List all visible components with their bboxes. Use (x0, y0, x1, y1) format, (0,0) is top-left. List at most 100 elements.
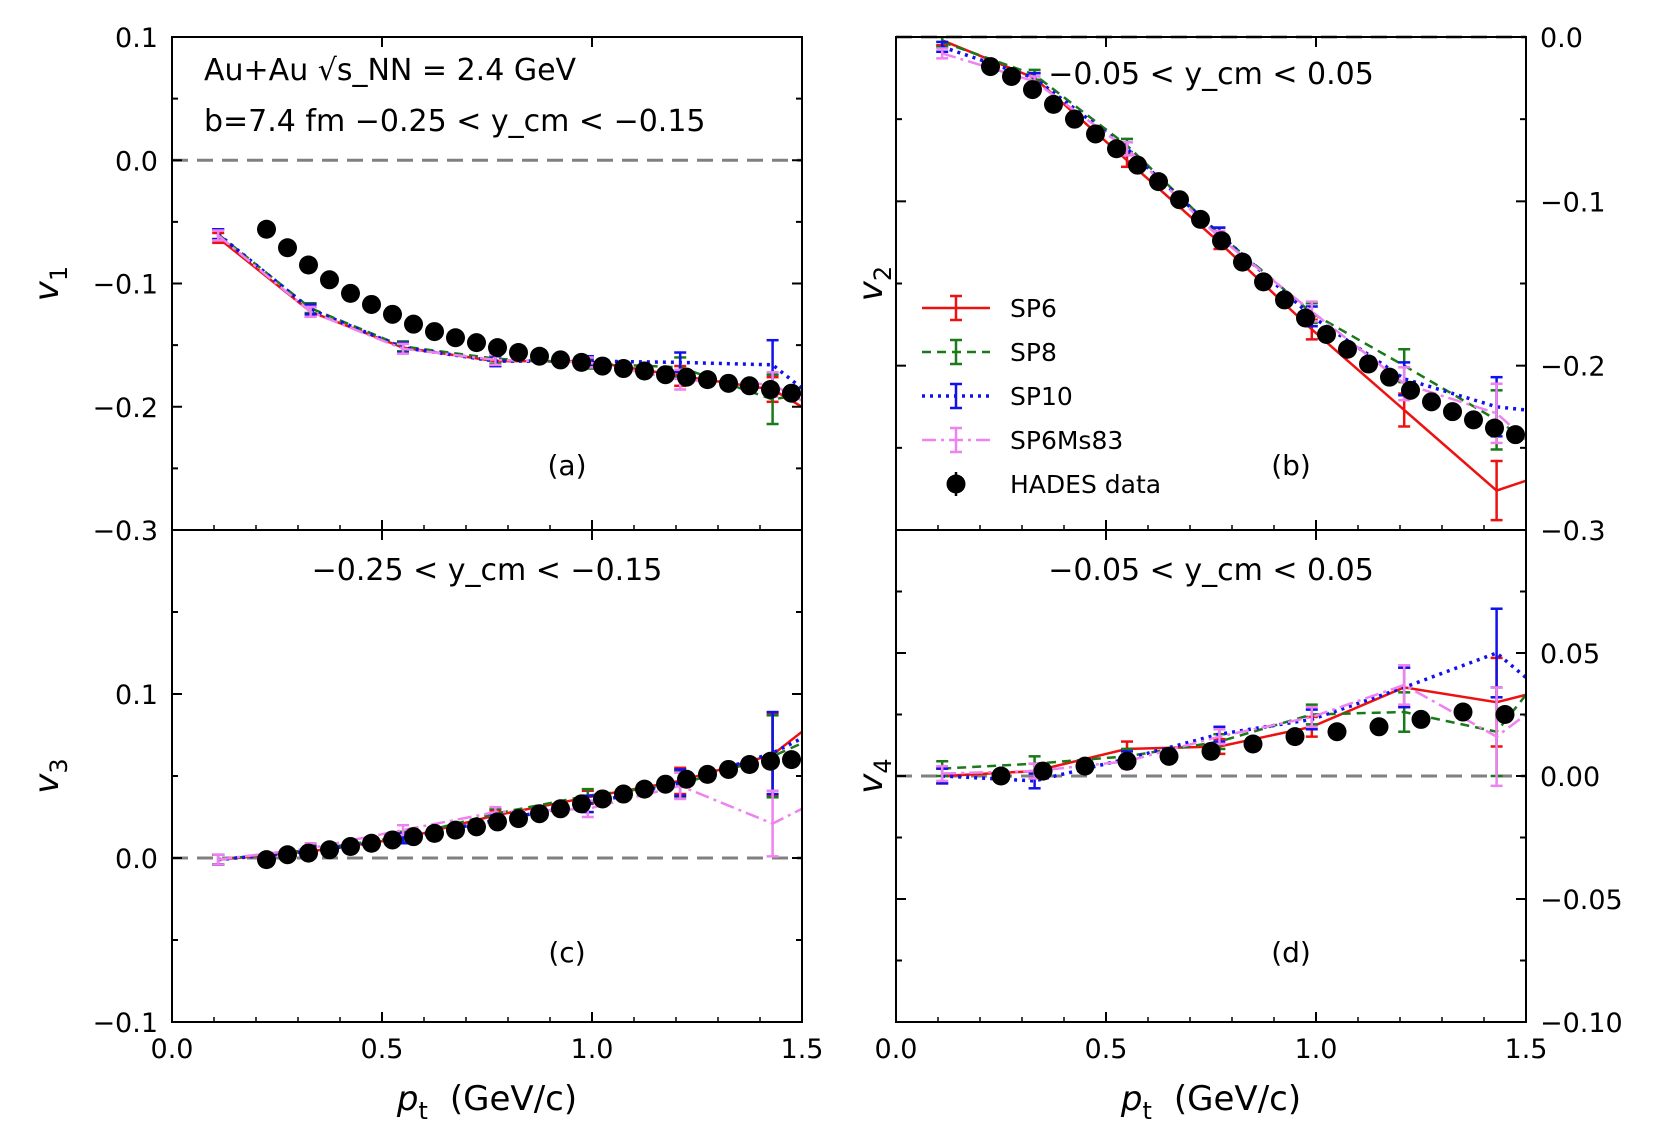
hades-data-point (509, 343, 528, 363)
hades-data-point (1128, 155, 1147, 175)
hades-data-point (1033, 761, 1053, 781)
hades-data-point (981, 57, 1000, 77)
error-bar-sp6ms83 (304, 305, 317, 319)
y-tick-label: 0.0 (115, 146, 158, 177)
legend-entry-sp8: SP8 (922, 338, 1057, 367)
hades-data-point (1117, 751, 1137, 771)
hades-data-point (1338, 339, 1357, 359)
y-tick-label: 0.1 (115, 23, 158, 54)
hades-data-point (446, 328, 465, 348)
hades-data-point (614, 359, 633, 379)
hades-data-point (1170, 190, 1189, 210)
hades-data-point (1212, 231, 1231, 251)
panel-a: 0.1 0.0 −0.1 −0.2 −0.3 v1 (a) Au+Au √s_NN = 2.4… (27, 23, 803, 547)
hades-data-point (404, 314, 423, 334)
plot-area (212, 219, 802, 426)
hades-data-point (1464, 410, 1483, 430)
y-tick-label: 0.0 (1540, 23, 1583, 54)
hades-data-point (488, 812, 507, 832)
hades-data-point (719, 373, 738, 393)
hades-data-point (1086, 124, 1105, 144)
series-line-sp6ms83 (942, 683, 1526, 775)
hades-data-point (991, 766, 1011, 786)
panel-b: 0.0 −0.1 −0.2 −0.3 v2 (b) −0.05 < y_cm < 0.05 (851, 23, 1606, 547)
x-axis-unit: (GeV/c) (1174, 1079, 1301, 1119)
hades-data-point (257, 219, 276, 239)
hades-data-point (1065, 109, 1084, 129)
y-tick-label: −0.2 (92, 393, 158, 424)
hades-data-point (1107, 139, 1126, 159)
x-axis-unit: (GeV/c) (450, 1079, 577, 1119)
hades-data-point (530, 804, 549, 824)
x-tick-label: 0.0 (875, 1034, 918, 1065)
series-line-sp6 (218, 730, 802, 861)
x-tick-label: 1.5 (1505, 1034, 1548, 1065)
x-tick-label: 0.5 (1085, 1034, 1128, 1065)
x-tick-label: 1.5 (781, 1034, 824, 1065)
y-axis-subscript: 3 (45, 758, 73, 773)
hades-data-point (1359, 354, 1378, 374)
hades-data-point (467, 333, 486, 353)
hades-data-point (1317, 324, 1336, 344)
error-bar-sp6ms83 (397, 342, 409, 356)
hades-data-point (1201, 741, 1221, 761)
error-bar-sp6ms83 (766, 789, 779, 858)
hades-data-point (1044, 94, 1063, 114)
hades-data-point (761, 751, 780, 771)
hades-data-point (1275, 290, 1294, 310)
legend-label: SP6Ms83 (1010, 426, 1123, 455)
legend-entry-sp6ms83: SP6Ms83 (922, 426, 1123, 455)
hades-data-point (740, 755, 759, 775)
hades-data-point (1254, 272, 1273, 292)
hades-data-point (656, 774, 675, 794)
y-tick-label: 0.05 (1540, 639, 1600, 670)
hades-data-point (656, 365, 675, 385)
hades-data-point (593, 356, 612, 376)
rapidity-annotation: −0.25 < y_cm < −0.15 (312, 553, 663, 588)
rapidity-annotation: b=7.4 fm −0.25 < y_cm < −0.15 (204, 104, 706, 139)
hades-data-point (677, 367, 696, 387)
hades-data-point (1191, 209, 1210, 229)
hades-data-point (1453, 702, 1473, 722)
y-tick-label: −0.2 (1540, 352, 1606, 383)
error-bar-sp6ms83 (212, 853, 225, 866)
panel-label: (b) (1271, 449, 1311, 482)
x-axis-title: pt (GeV/c) (1120, 1079, 1301, 1125)
legend-label: HADES data (1010, 470, 1161, 499)
rapidity-annotation: Au+Au √s_NN = 2.4 GeV (204, 53, 577, 88)
y-tick-label: −0.05 (1540, 885, 1623, 916)
hades-data-point (467, 817, 486, 837)
y-tick-label: −0.3 (92, 516, 158, 547)
plot-area (936, 607, 1526, 790)
y-axis-symbol: v (851, 280, 891, 301)
x-axis-subscript: t (418, 1097, 427, 1125)
hades-data-point (425, 823, 444, 843)
error-bar-sp6ms83 (1490, 686, 1503, 788)
rapidity-annotation: −0.05 < y_cm < 0.05 (1048, 553, 1374, 588)
hades-data-point (530, 346, 549, 366)
legend-swatch (946, 474, 966, 494)
hades-data-point (1243, 734, 1263, 754)
hades-data-point (572, 352, 591, 372)
panel-c: 0.10.0−0.10.0 0.5 1.0 1.5pt (GeV/c)v3(c)−0.2… (27, 529, 824, 1125)
hades-data-point (341, 283, 360, 303)
y-axis-symbol: v (27, 280, 67, 301)
legend-label: SP6 (1010, 294, 1057, 323)
x-tick-label: 1.0 (571, 1034, 614, 1065)
x-tick-label: 1.0 (1295, 1034, 1338, 1065)
legend-label: SP8 (1010, 338, 1057, 367)
error-bar-sp6ms83 (1398, 664, 1411, 706)
legend-entry-sp6: SP6 (922, 294, 1057, 323)
hades-data-point (362, 833, 381, 853)
hades-data-point (488, 338, 507, 358)
hades-data-point (1485, 418, 1504, 438)
panel-label: (d) (1271, 936, 1311, 969)
series-line-sp8 (941, 40, 1526, 441)
hades-data-point (740, 376, 759, 396)
hades-data-point (1506, 425, 1525, 445)
y-tick-label: 0.0 (115, 844, 158, 875)
hades-data-point (1401, 380, 1420, 400)
plot-area (212, 710, 802, 870)
legend: SP6 SP8 SP10 SP6Ms83 HADES data (922, 294, 1161, 499)
hades-data-point (1002, 66, 1021, 86)
